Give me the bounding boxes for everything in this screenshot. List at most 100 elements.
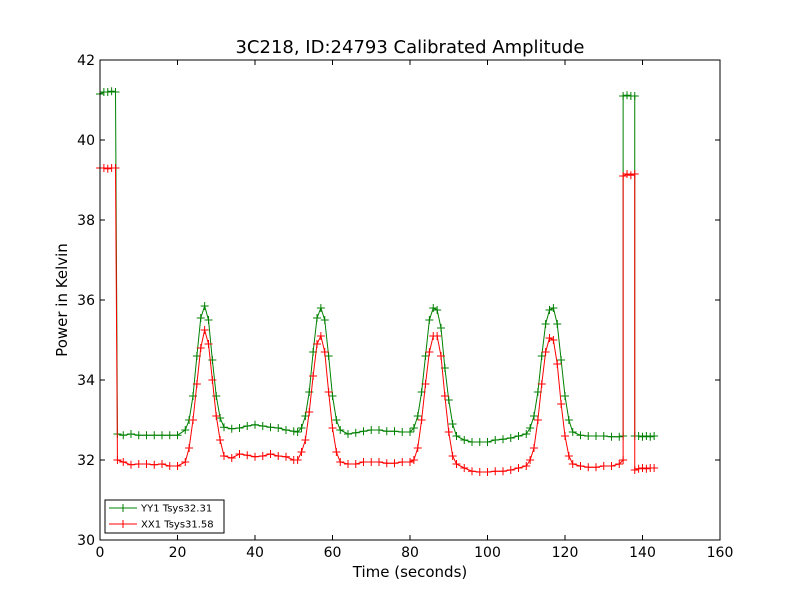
x-axis-label: Time (seconds) [352, 563, 468, 581]
legend-marker-yy1 [119, 504, 127, 512]
data-point-xx1 [266, 450, 275, 458]
data-point-xx1 [158, 460, 166, 468]
data-point-yy1 [642, 432, 651, 440]
data-point-xx1 [630, 466, 639, 474]
data-point-yy1 [243, 422, 252, 430]
x-tick-label: 120 [552, 545, 579, 561]
data-point-yy1 [382, 427, 391, 436]
data-point-xx1 [103, 164, 112, 173]
data-point-yy1 [468, 438, 476, 446]
data-point-yy1 [216, 414, 225, 422]
y-tick-label: 42 [77, 53, 95, 69]
x-tick-label: 60 [324, 545, 342, 561]
data-point-yy1 [576, 431, 585, 440]
x-tick-label: 80 [401, 545, 419, 561]
data-point-xx1 [638, 464, 647, 472]
data-point-yy1 [320, 316, 329, 324]
data-point-yy1 [409, 424, 418, 432]
legend-box [104, 499, 225, 534]
series-yy1 [96, 87, 659, 446]
data-point-yy1 [444, 396, 453, 404]
data-point-yy1 [557, 356, 566, 364]
data-point-yy1 [514, 432, 523, 440]
data-point-yy1 [274, 424, 283, 432]
data-point-xx1 [398, 458, 407, 466]
data-point-xx1 [460, 464, 469, 472]
data-point-yy1 [134, 431, 143, 440]
data-point-yy1 [452, 432, 461, 440]
data-point-xx1 [309, 372, 318, 380]
data-point-xx1 [568, 460, 577, 468]
data-point-xx1 [227, 454, 236, 462]
data-point-yy1 [344, 430, 352, 438]
data-point-xx1 [305, 408, 314, 416]
data-point-yy1 [107, 87, 116, 96]
data-point-xx1 [557, 400, 566, 408]
data-point-xx1 [359, 458, 368, 466]
y-axis-label: Power in Kelvin [53, 243, 71, 357]
data-point-yy1 [251, 420, 259, 429]
data-point-yy1 [564, 416, 573, 424]
data-point-yy1 [297, 424, 306, 432]
data-point-xx1 [251, 452, 259, 461]
x-axis: 0 20 40 60 80 100 120 140 160 [96, 60, 733, 561]
data-point-xx1 [444, 428, 453, 436]
data-point-xx1 [189, 416, 197, 424]
legend-marker-xx1 [119, 520, 127, 528]
data-point-xx1 [208, 376, 217, 384]
data-point-xx1 [142, 460, 151, 468]
data-point-yy1 [475, 438, 484, 446]
data-point-xx1 [607, 462, 616, 470]
data-point-xx1 [433, 332, 442, 340]
data-point-yy1 [324, 352, 333, 360]
data-point-yy1 [173, 431, 182, 440]
data-point-yy1 [437, 324, 445, 332]
data-point-yy1 [491, 436, 500, 444]
data-point-xx1 [282, 452, 290, 461]
x-tick-label: 100 [474, 545, 501, 561]
data-point-yy1 [196, 314, 205, 322]
data-point-yy1 [220, 423, 228, 432]
data-point-xx1 [421, 380, 430, 388]
data-point-xx1 [506, 466, 515, 474]
data-point-xx1 [409, 456, 418, 464]
data-point-yy1 [208, 356, 217, 364]
data-point-xx1 [212, 412, 221, 420]
data-point-yy1 [634, 432, 643, 440]
data-point-xx1 [200, 326, 209, 334]
data-point-yy1 [526, 424, 535, 432]
data-point-xx1 [417, 416, 426, 424]
y-axis: 30 32 34 36 38 40 42 [77, 53, 720, 549]
data-point-yy1 [127, 430, 135, 438]
data-point-xx1 [196, 344, 205, 352]
data-point-xx1 [475, 468, 484, 476]
data-point-yy1 [301, 412, 310, 420]
data-point-yy1 [150, 431, 159, 440]
data-point-xx1 [150, 460, 159, 469]
data-point-xx1 [564, 452, 573, 460]
data-point-yy1 [390, 427, 399, 436]
data-point-xx1 [541, 348, 550, 356]
data-point-xx1 [626, 171, 635, 180]
data-point-yy1 [638, 432, 647, 441]
data-point-yy1 [181, 426, 190, 434]
data-point-xx1 [173, 462, 182, 470]
data-point-xx1 [351, 460, 360, 468]
data-point-xx1 [316, 332, 325, 340]
legend-label-xx1: XX1 Tsys31.58 [141, 520, 214, 531]
data-point-yy1 [200, 302, 209, 310]
data-point-xx1 [549, 336, 558, 344]
data-point-yy1 [332, 416, 341, 424]
data-point-yy1 [235, 424, 244, 432]
data-point-xx1 [619, 456, 628, 464]
x-tick-label: 0 [96, 545, 105, 561]
data-point-yy1 [421, 352, 430, 360]
data-point-xx1 [297, 448, 306, 456]
data-point-yy1 [165, 431, 174, 440]
data-point-yy1 [522, 430, 531, 438]
data-point-yy1 [266, 423, 275, 432]
data-point-xx1 [634, 464, 643, 473]
data-point-xx1 [448, 452, 457, 460]
data-point-yy1 [367, 426, 376, 434]
data-point-yy1 [212, 392, 221, 400]
